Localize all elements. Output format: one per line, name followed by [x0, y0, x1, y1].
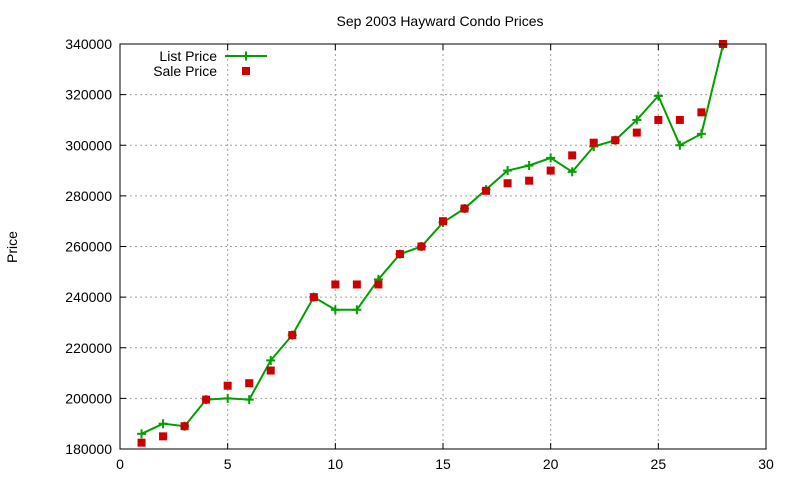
point-list-price: [632, 115, 642, 125]
point-list-price: [503, 166, 513, 176]
point-list-price: [653, 91, 663, 101]
point-sale-price: [288, 331, 297, 340]
x-tick-label: 20: [543, 456, 559, 472]
point-sale-price: [439, 217, 447, 226]
legend: List Price Sale Price: [153, 48, 267, 79]
point-list-price: [330, 305, 340, 315]
point-sale-price: [589, 138, 598, 147]
point-sale-price: [697, 108, 706, 117]
point-list-price: [567, 167, 577, 177]
x-tick-label: 5: [224, 456, 232, 472]
point-sale-price: [374, 280, 383, 289]
grid: [120, 44, 766, 449]
point-list-price: [352, 305, 362, 315]
point-sale-price: [632, 128, 641, 137]
point-list-price: [266, 355, 276, 365]
axis-ticks: 180000 200000 220000 240000 260000 280000 3000…: [65, 36, 774, 472]
point-sale-price: [482, 186, 491, 195]
point-list-price: [223, 393, 233, 403]
y-tick-label: 300000: [65, 137, 112, 153]
point-sale-price: [266, 366, 275, 375]
point-list-price: [696, 129, 706, 139]
series-sale-price: [137, 40, 727, 447]
x-tick-label: 15: [435, 456, 451, 472]
x-tick-label: 0: [116, 456, 124, 472]
y-tick-label: 200000: [65, 390, 112, 406]
point-sale-price: [675, 115, 684, 124]
series-line-list-price: [141, 45, 724, 435]
y-tick-label: 340000: [65, 36, 112, 52]
y-tick-label: 240000: [65, 289, 112, 305]
point-sale-price: [245, 379, 254, 388]
series-layer: [137, 40, 728, 447]
point-sale-price: [137, 438, 146, 447]
point-list-price: [524, 161, 534, 170]
chart-title: Sep 2003 Hayward Condo Prices: [336, 13, 543, 29]
y-tick-label: 220000: [65, 340, 112, 356]
point-sale-price: [309, 293, 318, 302]
point-sale-price: [503, 179, 512, 188]
point-sale-price: [568, 151, 577, 160]
legend-label-sale-price: Sale Price: [153, 63, 217, 79]
legend-label-list-price: List Price: [159, 48, 217, 64]
point-list-price: [675, 140, 685, 150]
point-list-price: [546, 153, 556, 163]
x-tick-label: 25: [651, 456, 667, 472]
point-sale-price: [460, 204, 469, 213]
point-sale-price: [202, 395, 211, 404]
point-sale-price: [331, 280, 340, 289]
y-tick-label: 320000: [65, 87, 112, 103]
point-sale-price: [417, 242, 426, 251]
plot-frame: [119, 43, 767, 450]
y-tick-label: 180000: [65, 441, 112, 457]
x-tick-label: 30: [758, 456, 774, 472]
y-tick-label: 280000: [65, 188, 112, 204]
legend-marker-list-price: [241, 51, 251, 61]
point-list-price: [244, 395, 254, 405]
series-list-price: [137, 40, 728, 439]
point-sale-price: [525, 176, 534, 185]
point-list-price: [158, 419, 168, 429]
point-sale-price: [546, 166, 555, 175]
legend-marker-sale-price: [242, 67, 250, 75]
point-sale-price: [654, 115, 663, 124]
point-sale-price: [159, 432, 168, 441]
point-sale-price: [352, 280, 361, 289]
point-list-price: [137, 429, 147, 439]
y-axis-label: Price: [4, 231, 20, 263]
point-sale-price: [223, 381, 232, 390]
point-sale-price: [395, 250, 404, 259]
y-tick-label: 260000: [65, 239, 112, 255]
x-tick-label: 10: [328, 456, 344, 472]
point-sale-price: [611, 136, 620, 145]
point-sale-price: [180, 422, 189, 431]
